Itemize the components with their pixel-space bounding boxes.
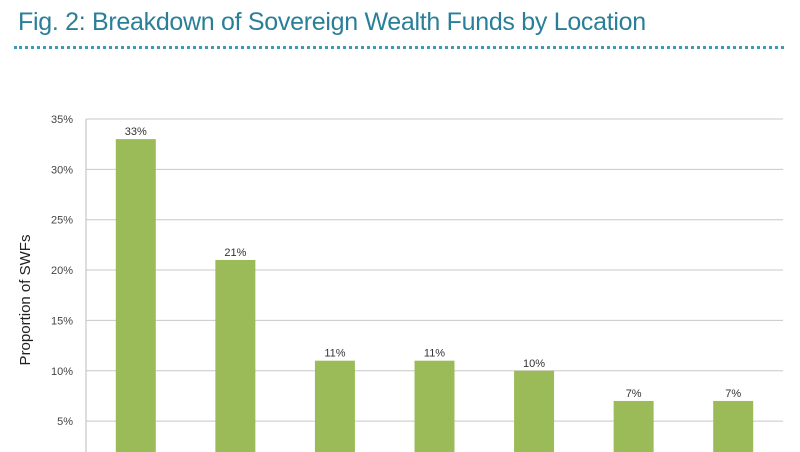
- data-label: 21%: [224, 247, 246, 259]
- y-tick-label: 30%: [51, 164, 73, 176]
- bar: [613, 400, 654, 452]
- y-axis-label: Proportion of SWFs: [17, 235, 34, 366]
- y-tick-label: 35%: [51, 114, 73, 126]
- y-tick-label: 15%: [51, 315, 73, 327]
- bar: [115, 139, 156, 452]
- y-tick-label: 25%: [51, 215, 73, 227]
- y-tick-label: 20%: [51, 265, 73, 277]
- bar: [215, 259, 256, 452]
- data-label: 7%: [725, 388, 741, 400]
- data-label: 11%: [324, 348, 345, 360]
- data-label: 10%: [523, 358, 545, 370]
- bar: [414, 360, 455, 452]
- data-label: 7%: [626, 388, 642, 400]
- chart-title: Fig. 2: Breakdown of Sovereign Wealth Fu…: [18, 8, 646, 36]
- y-tick-label: 10%: [51, 366, 73, 378]
- bar: [314, 360, 355, 452]
- data-label: 11%: [424, 348, 445, 360]
- bar: [713, 400, 754, 452]
- y-tick-label: 5%: [57, 416, 73, 428]
- title-divider: [14, 46, 784, 49]
- data-label: 33%: [125, 126, 147, 138]
- bar: [514, 370, 555, 452]
